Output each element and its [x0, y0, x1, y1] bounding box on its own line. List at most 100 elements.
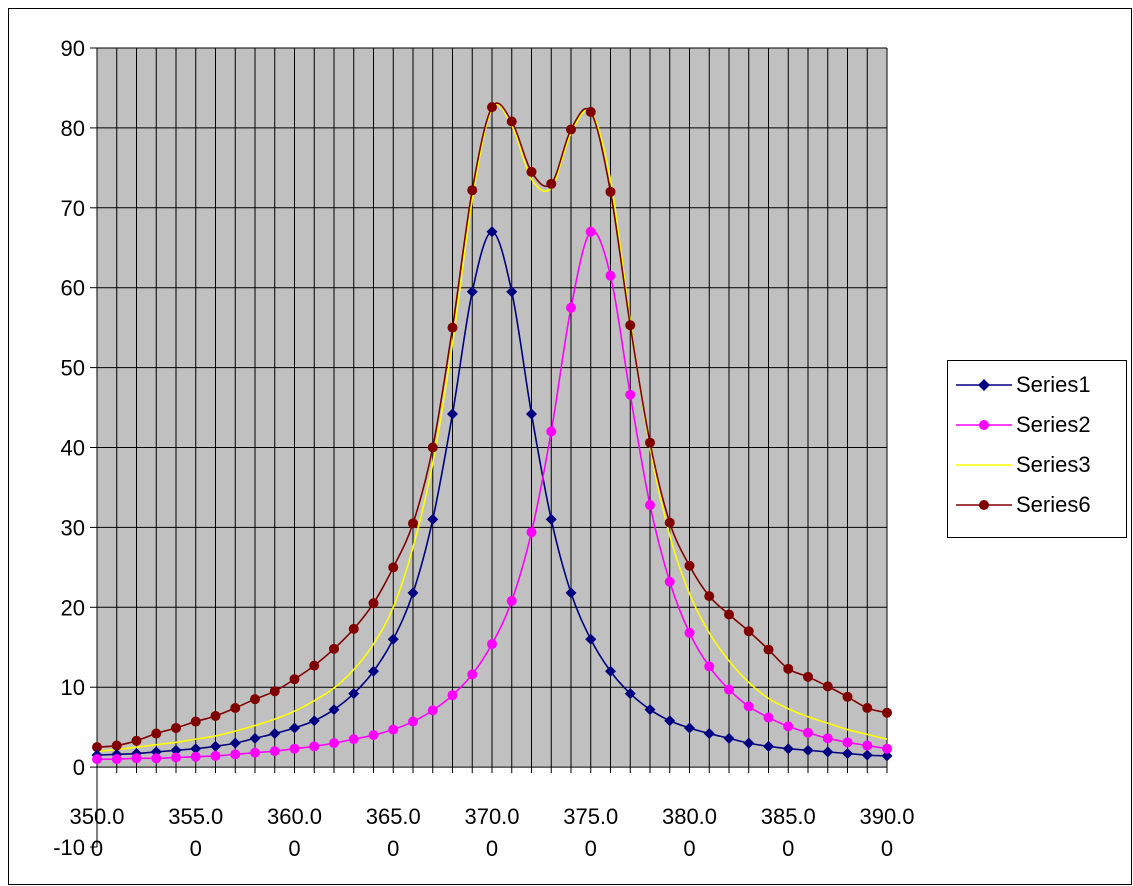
data-point — [763, 644, 774, 655]
data-point — [842, 748, 853, 760]
data-point — [210, 740, 221, 752]
data-point — [546, 178, 557, 189]
data-point — [704, 591, 715, 602]
data-point — [210, 710, 221, 721]
legend-item: Series3 — [948, 445, 1126, 485]
data-point — [348, 688, 360, 700]
legend-label: Series2 — [1016, 412, 1091, 437]
data-point — [289, 743, 300, 754]
data-point — [131, 735, 142, 746]
data-point — [664, 517, 675, 528]
x-tick-label: 380.0 — [662, 804, 717, 829]
data-point — [487, 639, 497, 650]
data-point — [447, 690, 458, 701]
data-point — [645, 500, 655, 511]
data-point — [230, 749, 241, 760]
series-series2 — [92, 226, 892, 765]
data-point — [368, 598, 379, 609]
data-point — [328, 704, 340, 716]
series-series6 — [92, 102, 892, 753]
legend-item: Series6 — [948, 485, 1126, 525]
data-point — [743, 737, 755, 749]
legend-marker — [979, 420, 989, 430]
axes — [90, 47, 888, 848]
data-point — [723, 732, 735, 744]
data-point — [664, 576, 675, 587]
data-point — [724, 684, 734, 695]
legend-item: Series1 — [948, 365, 1126, 405]
legend-marker — [979, 500, 989, 510]
data-point — [783, 721, 794, 732]
data-point — [250, 694, 260, 705]
data-point — [308, 715, 320, 727]
x-tick-label: 355.0 — [168, 804, 223, 829]
data-point — [427, 705, 438, 716]
data-point — [388, 562, 399, 573]
data-point — [526, 527, 537, 538]
data-point — [783, 663, 794, 674]
y-tick-label: 60 — [61, 276, 85, 301]
data-point — [249, 732, 261, 744]
data-point — [170, 744, 182, 756]
data-point — [645, 437, 655, 448]
chart-frame — [8, 8, 1132, 885]
data-point — [368, 665, 379, 677]
x-tick-label: 370.0 — [464, 804, 519, 829]
data-point — [368, 730, 379, 741]
data-point — [309, 741, 320, 752]
x-tick-label-line2: 0 — [387, 836, 399, 861]
data-point — [526, 408, 537, 420]
x-tick-label-line2: 0 — [190, 836, 202, 861]
series-layer — [91, 102, 893, 765]
data-point — [882, 707, 892, 718]
data-point — [605, 665, 616, 677]
x-tick-label: 390.0 — [859, 804, 914, 829]
data-point — [506, 595, 517, 606]
legend-label: Series3 — [1016, 452, 1091, 477]
data-point — [803, 727, 813, 738]
data-point — [151, 753, 162, 764]
legend-swatch — [956, 464, 1012, 466]
x-tick-label: 365.0 — [366, 804, 421, 829]
data-point — [763, 740, 774, 752]
data-point — [329, 738, 339, 749]
data-point — [526, 166, 537, 177]
data-point — [190, 716, 201, 727]
data-point — [250, 747, 260, 758]
data-point — [763, 712, 774, 723]
x-tick-label-line2: 0 — [881, 836, 893, 861]
data-point — [862, 740, 873, 751]
data-point — [842, 737, 853, 748]
y-tick-label: 70 — [61, 196, 85, 221]
data-point — [743, 626, 754, 637]
data-point — [190, 751, 201, 762]
y-tick-label: 80 — [61, 116, 85, 141]
data-point — [585, 226, 596, 237]
x-tick-label-line2: 0 — [683, 836, 695, 861]
data-point — [782, 743, 794, 755]
data-point — [131, 753, 142, 764]
data-point — [229, 737, 241, 749]
legend-swatch — [956, 500, 1012, 510]
data-point — [605, 186, 616, 197]
data-point — [644, 704, 656, 716]
data-point — [230, 702, 241, 713]
y-tick-label: 30 — [61, 515, 85, 540]
data-point — [822, 733, 833, 744]
data-point — [566, 302, 576, 313]
x-tick-label-line2: 0 — [486, 836, 498, 861]
y-tick-label: 10 — [61, 675, 85, 700]
data-point — [664, 715, 676, 727]
data-point — [408, 518, 418, 529]
gridlines — [96, 47, 888, 768]
x-tick-label-line2: 0 — [91, 836, 103, 861]
data-point — [467, 185, 478, 196]
legend-swatch — [956, 379, 1012, 391]
y-tick-label: 20 — [61, 595, 85, 620]
legend-swatch — [956, 420, 1012, 430]
data-point — [822, 681, 833, 692]
data-point — [625, 389, 636, 400]
data-point — [506, 286, 518, 298]
y-tick-label: -10 — [53, 835, 85, 860]
data-point — [802, 744, 814, 756]
